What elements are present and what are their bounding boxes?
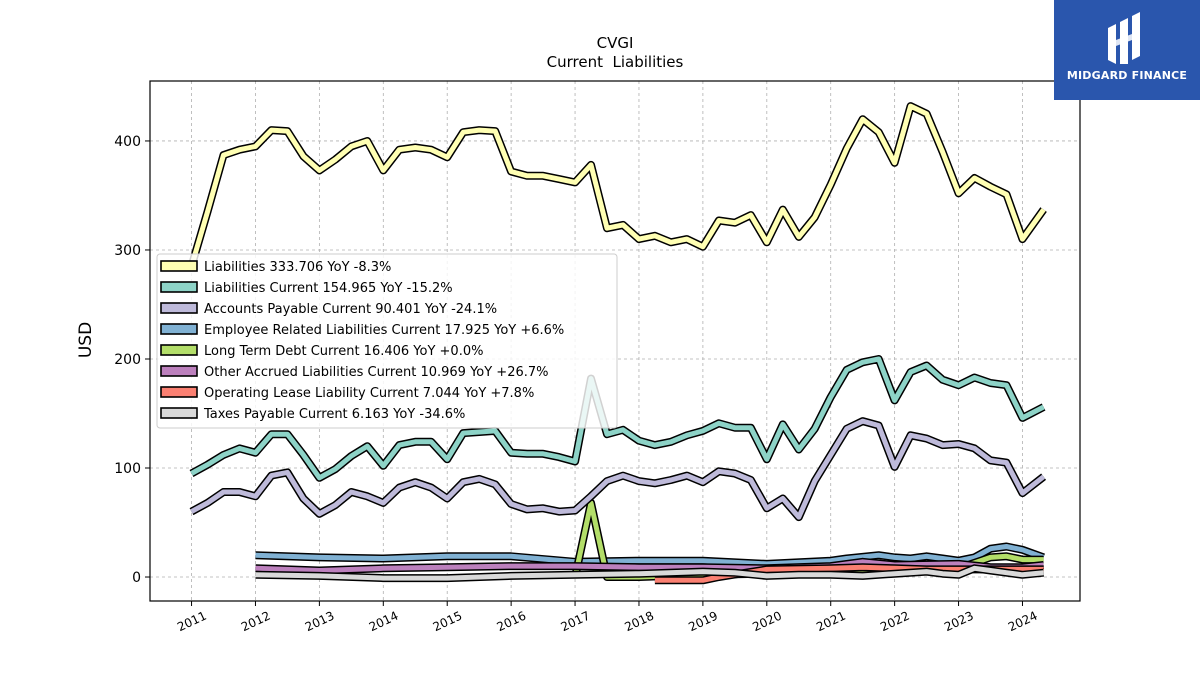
x-tick-label: 2014 bbox=[367, 609, 401, 635]
series-stroke bbox=[190, 356, 1045, 481]
legend-label: Long Term Debt Current 16.406 YoY +0.0% bbox=[204, 344, 483, 359]
x-tick-label: 2016 bbox=[495, 609, 529, 635]
plot-area bbox=[187, 102, 1047, 585]
legend-swatch bbox=[160, 365, 198, 377]
chart-subtitle: Current Liabilities bbox=[547, 53, 684, 71]
axes-frame bbox=[149, 80, 1081, 602]
legend-swatch bbox=[160, 323, 198, 335]
y-tick-label: 100 bbox=[114, 461, 141, 477]
legend-box bbox=[156, 253, 618, 429]
y-axis-label: USD bbox=[76, 322, 96, 358]
x-axis: 2011 2012 2013 2014 2015 2016 2017 2018 2019 2020… bbox=[175, 601, 1040, 634]
series-line-2 bbox=[189, 417, 1047, 522]
legend-swatch bbox=[160, 344, 198, 356]
brand-name: MIDGARD FINANCE bbox=[1066, 69, 1188, 82]
x-tick-label: 2018 bbox=[622, 609, 656, 635]
x-tick-label: 2024 bbox=[1006, 609, 1040, 635]
y-tick-label: 400 bbox=[114, 134, 141, 150]
legend-label: Employee Related Liabilities Current 17.… bbox=[204, 323, 564, 338]
legend-swatch bbox=[160, 386, 198, 398]
x-tick-label: 2022 bbox=[878, 609, 912, 635]
legend-label: Liabilities Current 154.965 YoY -15.2% bbox=[204, 281, 453, 296]
legend-label: Operating Lease Liability Current 7.044 … bbox=[204, 386, 534, 401]
legend-swatch bbox=[160, 407, 198, 419]
chart-title: CVGI bbox=[597, 34, 634, 52]
y-tick-label: 0 bbox=[132, 570, 141, 586]
x-tick-label: 2023 bbox=[942, 609, 976, 635]
series-stroke bbox=[189, 103, 1046, 268]
x-tick-label: 2020 bbox=[750, 609, 784, 635]
series-stroke bbox=[190, 418, 1046, 520]
series-stroke bbox=[255, 565, 1044, 581]
series-line-3 bbox=[255, 542, 1045, 568]
legend-label: Taxes Payable Current 6.163 YoY -34.6% bbox=[203, 407, 465, 422]
series-line-7 bbox=[255, 564, 1044, 583]
series-line-1 bbox=[189, 355, 1046, 482]
y-tick-label: 200 bbox=[114, 352, 141, 368]
series-line-0 bbox=[187, 102, 1047, 268]
legend-label: Liabilities 333.706 YoY -8.3% bbox=[204, 260, 391, 275]
series-stroke bbox=[255, 544, 1045, 567]
legend-swatch bbox=[160, 281, 198, 293]
midgard-logo-icon bbox=[1108, 12, 1140, 64]
x-tick-label: 2021 bbox=[814, 609, 848, 635]
x-tick-label: 2013 bbox=[303, 609, 337, 635]
x-tick-label: 2012 bbox=[239, 609, 273, 635]
legend-swatch bbox=[160, 302, 198, 314]
y-tick-label: 300 bbox=[114, 243, 141, 259]
legend-label: Accounts Payable Current 90.401 YoY -24.… bbox=[204, 302, 497, 317]
x-tick-label: 2015 bbox=[431, 609, 465, 635]
y-axis: 0 100 200 300 400 bbox=[114, 134, 150, 586]
legend-swatch bbox=[160, 260, 198, 272]
x-tick-label: 2017 bbox=[559, 609, 593, 635]
legend: Liabilities 333.706 YoY -8.3% Liabilities… bbox=[156, 253, 618, 429]
x-tick-label: 2019 bbox=[686, 609, 720, 635]
brand-logo: MIDGARD FINANCE bbox=[1054, 0, 1200, 100]
x-tick-label: 2011 bbox=[175, 609, 209, 635]
legend-label: Other Accrued Liabilities Current 10.969… bbox=[204, 365, 549, 380]
